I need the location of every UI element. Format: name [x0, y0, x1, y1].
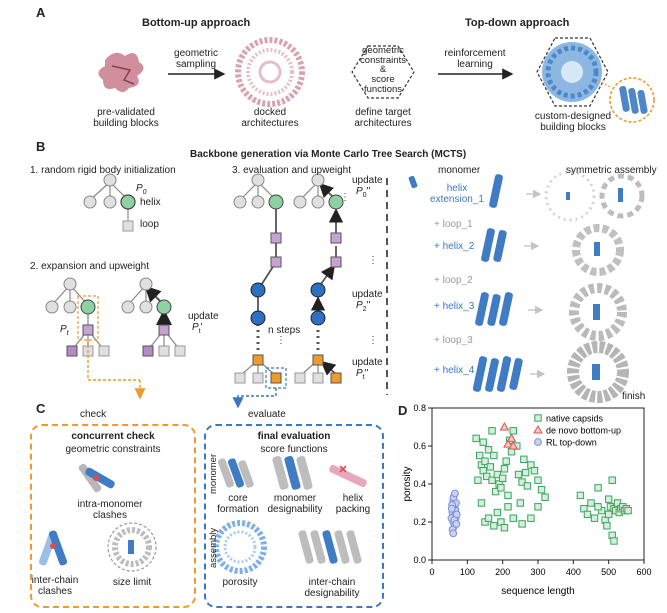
define-target-label: define target architectures	[354, 107, 412, 129]
svg-text:⋮: ⋮	[340, 192, 350, 203]
prevalidated-label: pre-validated building blocks	[93, 107, 159, 129]
porosity-image	[213, 520, 267, 574]
step3-label: 3. evaluation and upweight	[232, 165, 351, 176]
sequence-step-helix-extension: helix extension_1	[430, 183, 484, 205]
inter-clash-label: inter-chain clashes	[31, 575, 79, 597]
monomer-helices	[408, 174, 523, 392]
core-formation-image	[217, 458, 254, 488]
top-down-title: Top-down approach	[465, 17, 570, 29]
panel-d-label: D	[398, 403, 408, 418]
intra-clash-label: intra-monomer clashes	[77, 499, 143, 521]
panel-b-label: B	[36, 139, 46, 154]
update-pt: update Pt''	[352, 357, 383, 381]
svg-text:⋮: ⋮	[276, 335, 286, 346]
svg-text:⋮: ⋮	[368, 335, 378, 346]
update-p2: update P2''	[352, 289, 383, 313]
final-evaluation-box	[204, 424, 384, 608]
p0-label: P0	[136, 183, 147, 196]
final-evaluation-title: final evaluation	[257, 431, 331, 442]
check-label: check	[80, 409, 107, 420]
tree-step3a	[239, 181, 277, 377]
symmetric-assembly-header: symmetric assembly	[566, 165, 657, 176]
tree-step1-nodes	[83, 173, 136, 232]
sequence-step-loop-1: + loop_1	[434, 219, 473, 230]
porosity-label: porosity	[222, 577, 258, 588]
size-limit-image	[107, 522, 157, 572]
panel-b-title: Backbone generation via Monte Carlo Tree…	[190, 149, 467, 160]
monomer-header: monomer	[438, 165, 481, 176]
inter-chain-designability-image	[298, 530, 362, 564]
monomer-designability-image	[272, 455, 313, 490]
panel-c-label: C	[36, 401, 46, 416]
panel-a-label: A	[36, 5, 46, 20]
sequence-step-helix-4: + helix_4	[434, 365, 475, 376]
assembly-arrows	[524, 189, 546, 379]
step1-label: 1. random rigid body initialization	[30, 165, 176, 176]
tree-step3b	[299, 181, 344, 377]
tree-step2b	[127, 284, 181, 351]
inter-chain-clash-image	[38, 530, 68, 566]
bottom-up-title: Bottom-up approach	[142, 17, 251, 29]
finish-label: finish	[622, 391, 646, 402]
helix-packing-label: helix packing	[335, 493, 371, 515]
docked-architecture-image	[235, 37, 305, 107]
n-steps-label: n steps	[268, 325, 301, 336]
loop-label: loop	[140, 219, 159, 230]
target-hexagon	[351, 45, 415, 99]
step2-label: 2. expansion and upweight	[30, 261, 149, 272]
inter-chain-designability-label: inter-chain designability	[304, 577, 360, 599]
helix-packing-image	[329, 464, 367, 488]
assembly-images	[544, 170, 645, 403]
sequence-step-helix-3: + helix_3	[434, 301, 475, 312]
update-p0: update P0''	[352, 175, 383, 199]
monomer-side-label: monomer	[208, 453, 219, 494]
svg-text:⋮: ⋮	[368, 255, 378, 266]
evaluate-label: evaluate	[248, 409, 286, 420]
docked-label: docked architectures	[241, 107, 299, 129]
step2-update: update Pt'	[188, 311, 219, 335]
pt-label: Pt	[60, 324, 69, 337]
evaluate-connector	[232, 388, 277, 409]
assembly-side-label: assembly	[208, 527, 219, 568]
concurrent-check-subtitle: geometric constraints	[65, 444, 161, 455]
sequence-step-loop-3: + loop_3	[434, 335, 473, 346]
prevalidated-blocks-image	[98, 52, 144, 92]
size-limit-label: size limit	[112, 577, 152, 588]
sequence-step-helix-2: + helix_2	[434, 241, 475, 252]
custom-capsid-image	[536, 37, 609, 107]
core-formation-label: core formation	[217, 493, 259, 515]
final-evaluation-subtitle: score functions	[260, 444, 328, 455]
intra-monomer-clash-image	[78, 463, 115, 493]
constraints-label: geometric constraints & score functions	[360, 45, 406, 95]
concurrent-check-title: concurrent check	[71, 431, 155, 442]
geometric-sampling-label: geometric sampling	[174, 48, 218, 70]
concurrent-check-box	[30, 424, 196, 608]
rl-label: reinforcement learning	[444, 48, 506, 70]
custom-label: custom-designed building blocks	[534, 111, 612, 133]
building-block-zoom	[609, 77, 655, 123]
sequence-step-loop-2: + loop_2	[434, 275, 473, 286]
monomer-designability-label: monomer designability	[267, 493, 323, 515]
helix-label: helix	[140, 197, 161, 208]
